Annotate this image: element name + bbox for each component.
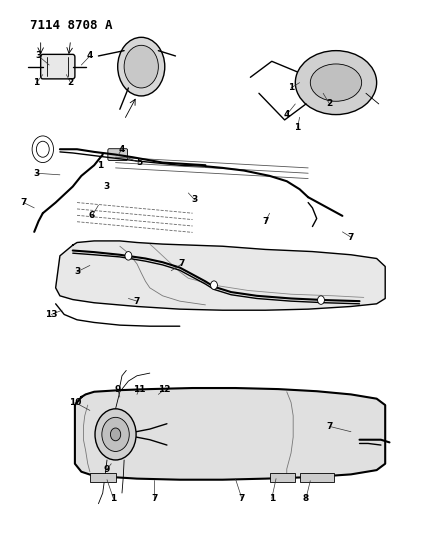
Text: 1: 1 bbox=[110, 494, 116, 503]
Text: 12: 12 bbox=[158, 385, 171, 393]
Text: 3: 3 bbox=[74, 268, 80, 276]
Text: 10: 10 bbox=[69, 398, 81, 407]
Circle shape bbox=[110, 428, 121, 441]
Text: 2: 2 bbox=[68, 78, 74, 87]
Text: 7: 7 bbox=[134, 297, 140, 305]
Ellipse shape bbox=[295, 51, 377, 115]
Text: 8: 8 bbox=[303, 494, 309, 503]
FancyBboxPatch shape bbox=[108, 149, 128, 160]
Text: 3: 3 bbox=[192, 196, 198, 204]
Polygon shape bbox=[56, 241, 385, 310]
Text: 6: 6 bbox=[89, 212, 95, 220]
Text: 7: 7 bbox=[262, 217, 268, 225]
Circle shape bbox=[118, 37, 165, 96]
Circle shape bbox=[124, 45, 158, 88]
Text: 7: 7 bbox=[239, 494, 245, 503]
FancyBboxPatch shape bbox=[270, 473, 295, 482]
Text: 7: 7 bbox=[348, 233, 354, 241]
Text: 4: 4 bbox=[87, 52, 93, 60]
Circle shape bbox=[125, 252, 132, 260]
Text: 1: 1 bbox=[294, 124, 300, 132]
FancyBboxPatch shape bbox=[90, 473, 116, 482]
Text: 1: 1 bbox=[288, 84, 294, 92]
Text: 9: 9 bbox=[104, 465, 110, 473]
FancyBboxPatch shape bbox=[300, 473, 334, 482]
Text: 7: 7 bbox=[327, 422, 333, 431]
Text: 3: 3 bbox=[104, 182, 110, 191]
Circle shape bbox=[95, 409, 136, 460]
Text: 13: 13 bbox=[45, 310, 58, 319]
Text: 11: 11 bbox=[133, 385, 146, 393]
Text: 7: 7 bbox=[179, 260, 185, 268]
Text: 4: 4 bbox=[284, 110, 290, 119]
Text: 7114 8708 A: 7114 8708 A bbox=[30, 19, 113, 31]
Text: 1: 1 bbox=[269, 494, 275, 503]
Text: 2: 2 bbox=[327, 100, 333, 108]
Text: 7: 7 bbox=[151, 494, 157, 503]
FancyBboxPatch shape bbox=[41, 54, 75, 79]
Text: 5: 5 bbox=[136, 158, 142, 167]
Text: 1: 1 bbox=[33, 78, 39, 87]
Text: 1: 1 bbox=[98, 161, 104, 169]
Text: 3: 3 bbox=[33, 169, 39, 177]
Ellipse shape bbox=[310, 64, 362, 101]
Circle shape bbox=[211, 281, 217, 289]
Circle shape bbox=[102, 417, 129, 451]
Text: 4: 4 bbox=[119, 145, 125, 154]
Text: 3: 3 bbox=[36, 52, 42, 60]
Text: 7: 7 bbox=[21, 198, 27, 207]
Polygon shape bbox=[75, 388, 385, 480]
Circle shape bbox=[318, 296, 324, 304]
Text: 9: 9 bbox=[115, 385, 121, 393]
